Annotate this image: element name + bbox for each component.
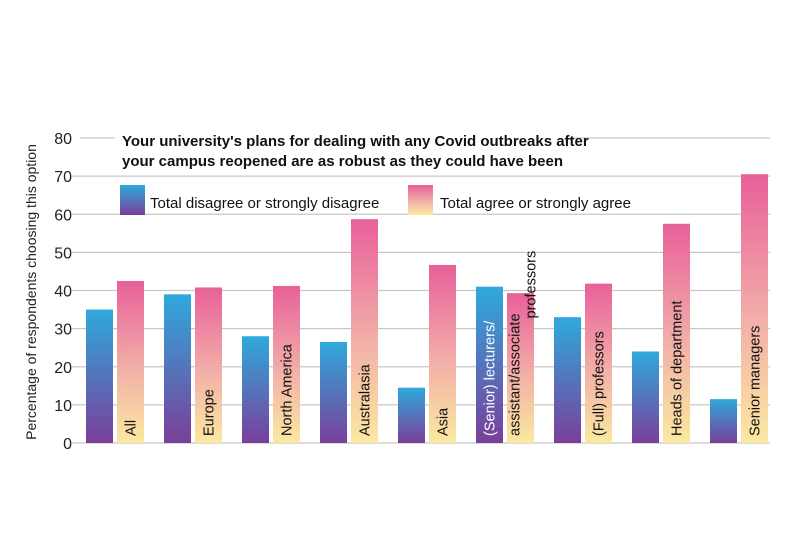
- y-tick-label: 60: [54, 207, 72, 224]
- bar-agree: [195, 287, 222, 443]
- legend-label-disagree: Total disagree or strongly disagree: [150, 195, 379, 212]
- category-label: (Full) professors: [592, 331, 608, 436]
- bar-agree: [741, 174, 768, 443]
- category-label: Asia: [436, 407, 452, 436]
- y-tick-label: 10: [54, 398, 72, 415]
- bar-disagree: [86, 309, 113, 443]
- bar-disagree: [242, 336, 269, 443]
- bar-disagree: [554, 317, 581, 443]
- bar-agree: [507, 293, 534, 443]
- chart-title-line-2: your campus reopened are as robust as th…: [122, 153, 563, 170]
- bar-agree: [117, 280, 144, 443]
- category-label: Australasia: [358, 363, 374, 436]
- category-label: Europe: [202, 389, 218, 436]
- bar-agree: [429, 264, 456, 443]
- bar-disagree: [164, 294, 191, 443]
- y-tick-label: 30: [54, 322, 72, 339]
- bar-agree: [585, 283, 612, 443]
- y-tick-label: 70: [54, 169, 72, 186]
- legend-swatch-disagree: [120, 185, 145, 215]
- bar-disagree: [710, 399, 737, 443]
- category-label: All: [124, 420, 140, 436]
- y-tick-label: 20: [54, 360, 72, 377]
- category-label: assistant/associate: [508, 313, 524, 436]
- bar-disagree: [476, 286, 503, 443]
- bar-disagree: [632, 351, 659, 443]
- bar-agree: [273, 285, 300, 443]
- bar-disagree: [320, 341, 347, 443]
- y-tick-label: 40: [54, 284, 72, 301]
- category-label: (Senior) lecturers/: [483, 320, 499, 436]
- category-label: North America: [280, 343, 296, 436]
- category-label: Heads of department: [670, 301, 686, 436]
- category-label: professors: [524, 251, 540, 319]
- legend-swatch-agree: [408, 185, 433, 215]
- y-axis-label: Percentage of respondents choosing this …: [23, 144, 39, 440]
- y-tick-label: 50: [54, 245, 72, 262]
- bar-disagree: [398, 387, 425, 443]
- category-label: Senior managers: [748, 326, 764, 436]
- y-tick-label: 0: [63, 436, 72, 453]
- y-tick-label: 80: [54, 131, 72, 148]
- bar-agree: [663, 223, 690, 443]
- legend-label-agree: Total agree or strongly agree: [440, 195, 631, 212]
- chart-title-line-1: Your university's plans for dealing with…: [122, 133, 589, 150]
- bar-agree: [351, 219, 378, 443]
